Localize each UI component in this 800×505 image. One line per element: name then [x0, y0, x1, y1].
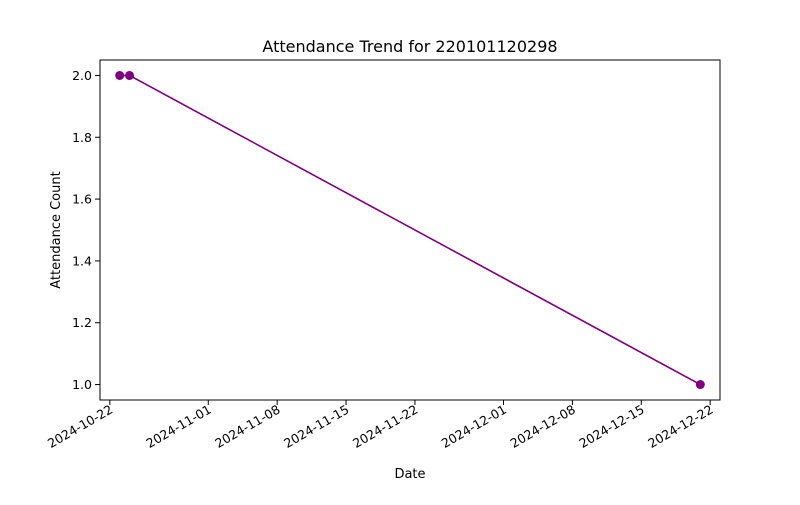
y-tick-label: 1.8 — [72, 130, 92, 145]
plot-area — [115, 70, 705, 390]
x-axis-label: Date — [394, 467, 425, 482]
y-axis-label: Attendance Count — [49, 171, 64, 288]
chart-title: Attendance Trend for 220101120298 — [262, 37, 557, 56]
y-tick-label: 1.6 — [72, 192, 92, 207]
data-point — [115, 70, 125, 80]
data-point — [695, 380, 705, 390]
plot-frame — [99, 59, 721, 401]
y-tick-label: 1.0 — [72, 377, 92, 392]
data-point — [125, 70, 135, 80]
y-axis-ticks: 1.0 1.2 1.4 1.6 1.8 2.0 — [72, 68, 100, 392]
y-tick-label: 1.4 — [72, 253, 92, 268]
y-tick-label: 2.0 — [72, 68, 92, 83]
y-tick-label: 1.2 — [72, 315, 92, 330]
